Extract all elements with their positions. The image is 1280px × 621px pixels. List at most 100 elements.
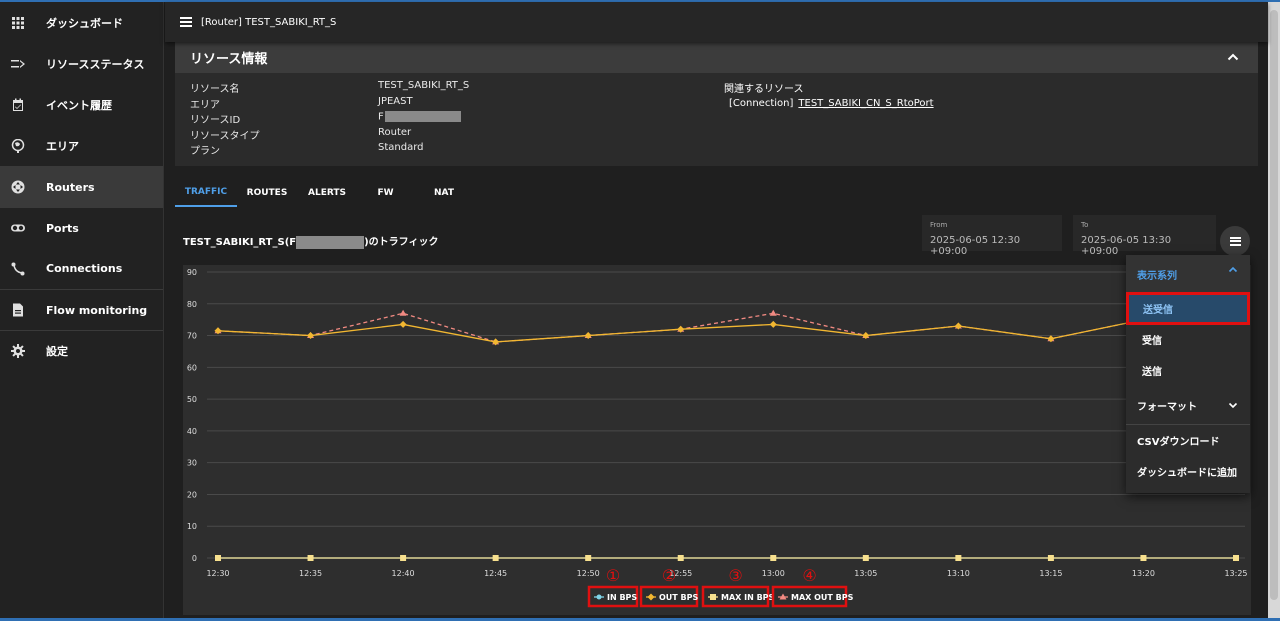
sidebar-item-connections[interactable]: Connections <box>0 248 163 289</box>
chart-options-menu: 表示系列 送受信 受信 送信 フォーマット CSVダウンロード ダッシュボードに… <box>1126 255 1250 493</box>
sidebar-item-label: Connections <box>46 262 123 275</box>
y-tick-label: 50 <box>187 395 197 404</box>
resource-row: リソースID F <box>190 111 469 127</box>
related-title: 関連するリソース <box>724 84 804 95</box>
tab-routes[interactable]: ROUTES <box>246 188 288 198</box>
annotation-number: ① <box>606 566 620 585</box>
resource-details: リソース名 TEST_SABIKI_RT_S エリア JPEAST リソースID F … <box>190 80 469 158</box>
y-tick-label: 30 <box>187 459 197 468</box>
chevron-down-icon <box>1228 402 1238 409</box>
legend-marker <box>710 594 716 600</box>
legend-highlight-box <box>587 585 639 608</box>
traffic-title-prefix: TEST_SABIKI_RT_S(F <box>183 237 297 248</box>
resource-row: プラン Standard <box>190 142 469 158</box>
chart-menu-button[interactable] <box>1220 226 1250 256</box>
legend-highlight-box <box>701 585 770 608</box>
data-point <box>307 555 314 561</box>
sidebar-item-event-history[interactable]: イベント履歴 <box>0 84 163 125</box>
row-value: JPEAST <box>378 95 413 107</box>
data-point <box>492 338 500 346</box>
resource-info-title: リソース情報 <box>190 52 268 67</box>
to-date-field[interactable]: To 2025-06-05 13:30 +09:00 <box>1073 215 1216 257</box>
data-point <box>862 555 869 561</box>
tab-nat[interactable]: NAT <box>434 188 454 198</box>
page-scrollbar[interactable] <box>1268 2 1280 618</box>
sidebar-item-routers[interactable]: Routers <box>0 166 163 207</box>
redaction-mask <box>384 111 461 122</box>
sidebar-item-settings[interactable]: 設定 <box>0 330 163 371</box>
gear-icon <box>11 344 25 358</box>
traffic-title-suffix: )のトラフィック <box>364 237 439 248</box>
sidebar: ダッシュボード リソースステータス イベント履歴 エリア Routers Por… <box>0 2 164 618</box>
legend-highlight-box <box>771 585 848 608</box>
row-label: リソース名 <box>190 84 240 95</box>
sidebar-item-area[interactable]: エリア <box>0 125 163 166</box>
legend-marker <box>596 594 602 600</box>
sidebar-item-label: イベント履歴 <box>46 98 112 112</box>
legend-marker <box>779 593 787 600</box>
document-icon <box>11 303 25 317</box>
tab-bar: TRAFFIC ROUTES ALERTS FW NAT <box>175 179 474 207</box>
to-value: 2025-06-05 13:30 +09:00 <box>1081 235 1172 257</box>
series-option-receive[interactable]: 受信 <box>1142 336 1162 347</box>
traffic-chart: 0 10 20 30 40 50 60 70 80 90 12:30 12:35 12:40 12:45 1… <box>183 265 1251 615</box>
from-date-field[interactable]: From 2025-06-05 12:30 +09:00 <box>922 215 1062 257</box>
sidebar-item-label: ダッシュボード <box>46 16 123 30</box>
series-menu-header[interactable]: 表示系列 <box>1126 255 1250 293</box>
add-to-dashboard-item[interactable]: ダッシュボードに追加 <box>1137 468 1237 479</box>
calendar-icon <box>11 98 25 112</box>
data-point <box>769 309 777 316</box>
sidebar-item-flow-monitoring[interactable]: Flow monitoring <box>0 289 163 330</box>
legend-label: OUT BPS <box>659 593 699 602</box>
data-point <box>677 555 684 561</box>
y-tick-label: 60 <box>187 363 197 372</box>
row-value: TEST_SABIKI_RT_S <box>378 80 470 91</box>
tab-traffic[interactable]: TRAFFIC <box>175 179 237 207</box>
related-type: [Connection] <box>729 98 794 109</box>
data-point <box>584 332 592 340</box>
series-option-both[interactable]: 送受信 <box>1126 292 1250 325</box>
row-value: Router <box>378 126 412 138</box>
from-value: 2025-06-05 12:30 +09:00 <box>930 235 1021 257</box>
row-label: リソースID <box>190 115 241 126</box>
data-point <box>585 555 592 561</box>
related-resources: 関連するリソース [Connection] TEST_SABIKI_CN_S_Rt… <box>724 80 934 109</box>
data-point <box>399 309 407 316</box>
data-point <box>770 555 777 561</box>
y-tick-label: 90 <box>187 268 197 277</box>
status-icon <box>11 57 25 71</box>
scrollbar-thumb[interactable] <box>1270 10 1278 600</box>
data-point <box>214 327 222 335</box>
annotation-number: ② <box>662 566 676 585</box>
chevron-up-icon[interactable] <box>1226 50 1240 64</box>
row-label: エリア <box>190 99 220 111</box>
related-link[interactable]: TEST_SABIKI_CN_S_RtoPort <box>798 98 934 109</box>
sidebar-item-label: Flow monitoring <box>46 303 148 317</box>
hamburger-menu-icon[interactable] <box>180 17 192 27</box>
csv-download-item[interactable]: CSVダウンロード <box>1137 437 1220 448</box>
sidebar-item-label: エリア <box>46 139 79 153</box>
data-point <box>1233 555 1239 561</box>
x-tick-label: 13:20 <box>1132 569 1155 578</box>
top-border <box>0 0 1280 2</box>
sidebar-item-label: Routers <box>46 180 95 194</box>
toggle-icon <box>11 221 25 235</box>
resource-info-card: リソース情報 リソース名 TEST_SABIKI_RT_S エリア JPEAST リ… <box>175 42 1258 166</box>
sidebar-item-dashboard[interactable]: ダッシュボード <box>0 2 163 43</box>
series-option-send[interactable]: 送信 <box>1142 367 1162 378</box>
data-point <box>400 555 407 561</box>
format-menu-item[interactable]: フォーマット <box>1126 386 1250 424</box>
sidebar-item-ports[interactable]: Ports <box>0 207 163 248</box>
sidebar-item-resource-status[interactable]: リソースステータス <box>0 43 163 84</box>
y-tick-label: 20 <box>187 490 197 499</box>
tab-alerts[interactable]: ALERTS <box>308 188 346 198</box>
x-tick-label: 12:35 <box>299 569 322 578</box>
sidebar-item-label: リソースステータス <box>46 57 145 71</box>
y-tick-label: 70 <box>187 332 197 341</box>
resource-row: エリア JPEAST <box>190 96 469 112</box>
tab-fw[interactable]: FW <box>377 188 394 198</box>
row-value: F <box>378 111 384 123</box>
resource-info-header[interactable]: リソース情報 <box>175 42 1258 73</box>
y-tick-label: 0 <box>192 554 197 563</box>
chart-svg: 0 10 20 30 40 50 60 70 80 90 12:30 12:35 12:40 12:45 1… <box>187 268 1248 608</box>
